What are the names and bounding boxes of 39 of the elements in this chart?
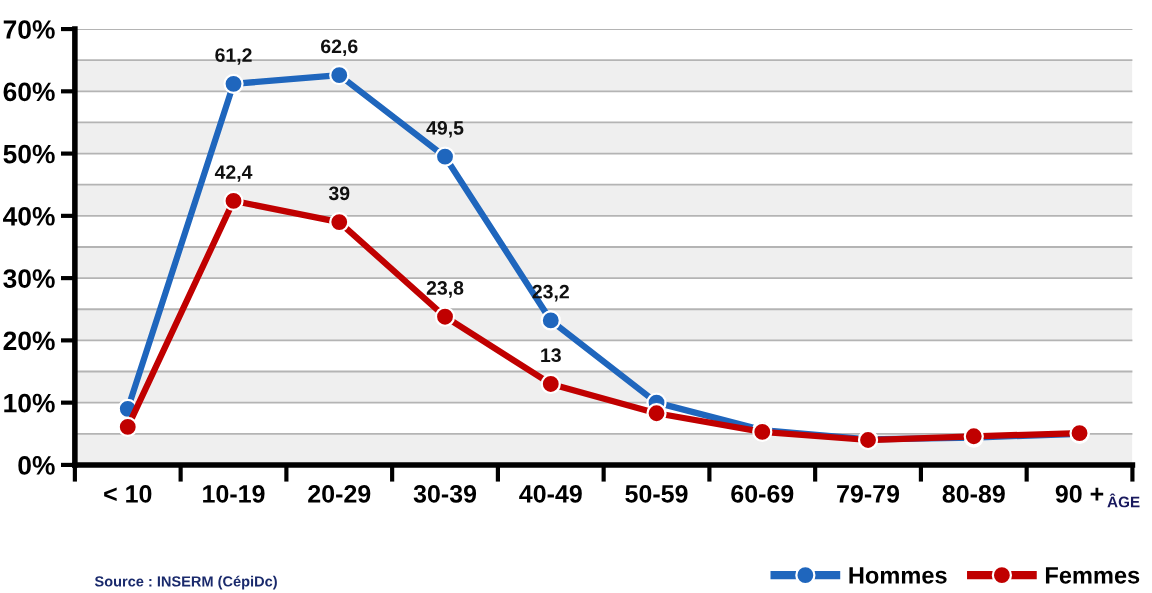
- data-label: 49,5: [426, 121, 464, 138]
- y-tick-label: 20%: [3, 331, 55, 351]
- x-axis-title: ÂGE: [1107, 493, 1140, 508]
- data-label: 23,8: [426, 281, 464, 298]
- data-label: 42,4: [214, 165, 253, 182]
- point: [117, 416, 138, 438]
- source-note: Source : INSERM (CépiDc): [94, 575, 277, 590]
- x-tick-label: 90 +: [1055, 485, 1104, 503]
- point: [540, 310, 561, 331]
- data-label: 13: [541, 348, 561, 363]
- y-tick-label: 50%: [3, 144, 55, 164]
- data-label: 39: [328, 186, 350, 201]
- x-tick-label: 30-39: [413, 485, 477, 503]
- point: [540, 373, 561, 395]
- legend-label: Femmes: [1045, 567, 1140, 584]
- x-tick-label: < 10: [104, 485, 152, 503]
- point: [329, 211, 350, 233]
- point: [223, 190, 244, 212]
- x-tick-label: 10-19: [203, 485, 265, 503]
- y-tick-label: 30%: [3, 269, 55, 288]
- y-tick-label: 0%: [18, 456, 55, 475]
- point: [434, 146, 456, 167]
- point: [223, 73, 244, 94]
- y-tick-label: 60%: [3, 82, 55, 102]
- x-tick-label: 40-49: [519, 485, 582, 503]
- y-tick-label: 40%: [3, 206, 55, 226]
- y-tick-label: 70%: [3, 20, 55, 39]
- y-tick-label: 10%: [4, 393, 55, 413]
- x-tick-label: 80-89: [942, 485, 1005, 503]
- point: [646, 403, 667, 424]
- x-tick-label: 60-69: [731, 485, 794, 503]
- point: [434, 306, 456, 327]
- data-label: 61,2: [215, 48, 252, 65]
- legend-label: Hommes: [849, 567, 947, 584]
- x-tick-label: 79-79: [837, 485, 900, 503]
- x-tick-label: 50-59: [625, 485, 688, 503]
- data-label: 62,6: [321, 39, 358, 57]
- point: [329, 65, 350, 86]
- x-tick-label: 20-29: [308, 485, 371, 503]
